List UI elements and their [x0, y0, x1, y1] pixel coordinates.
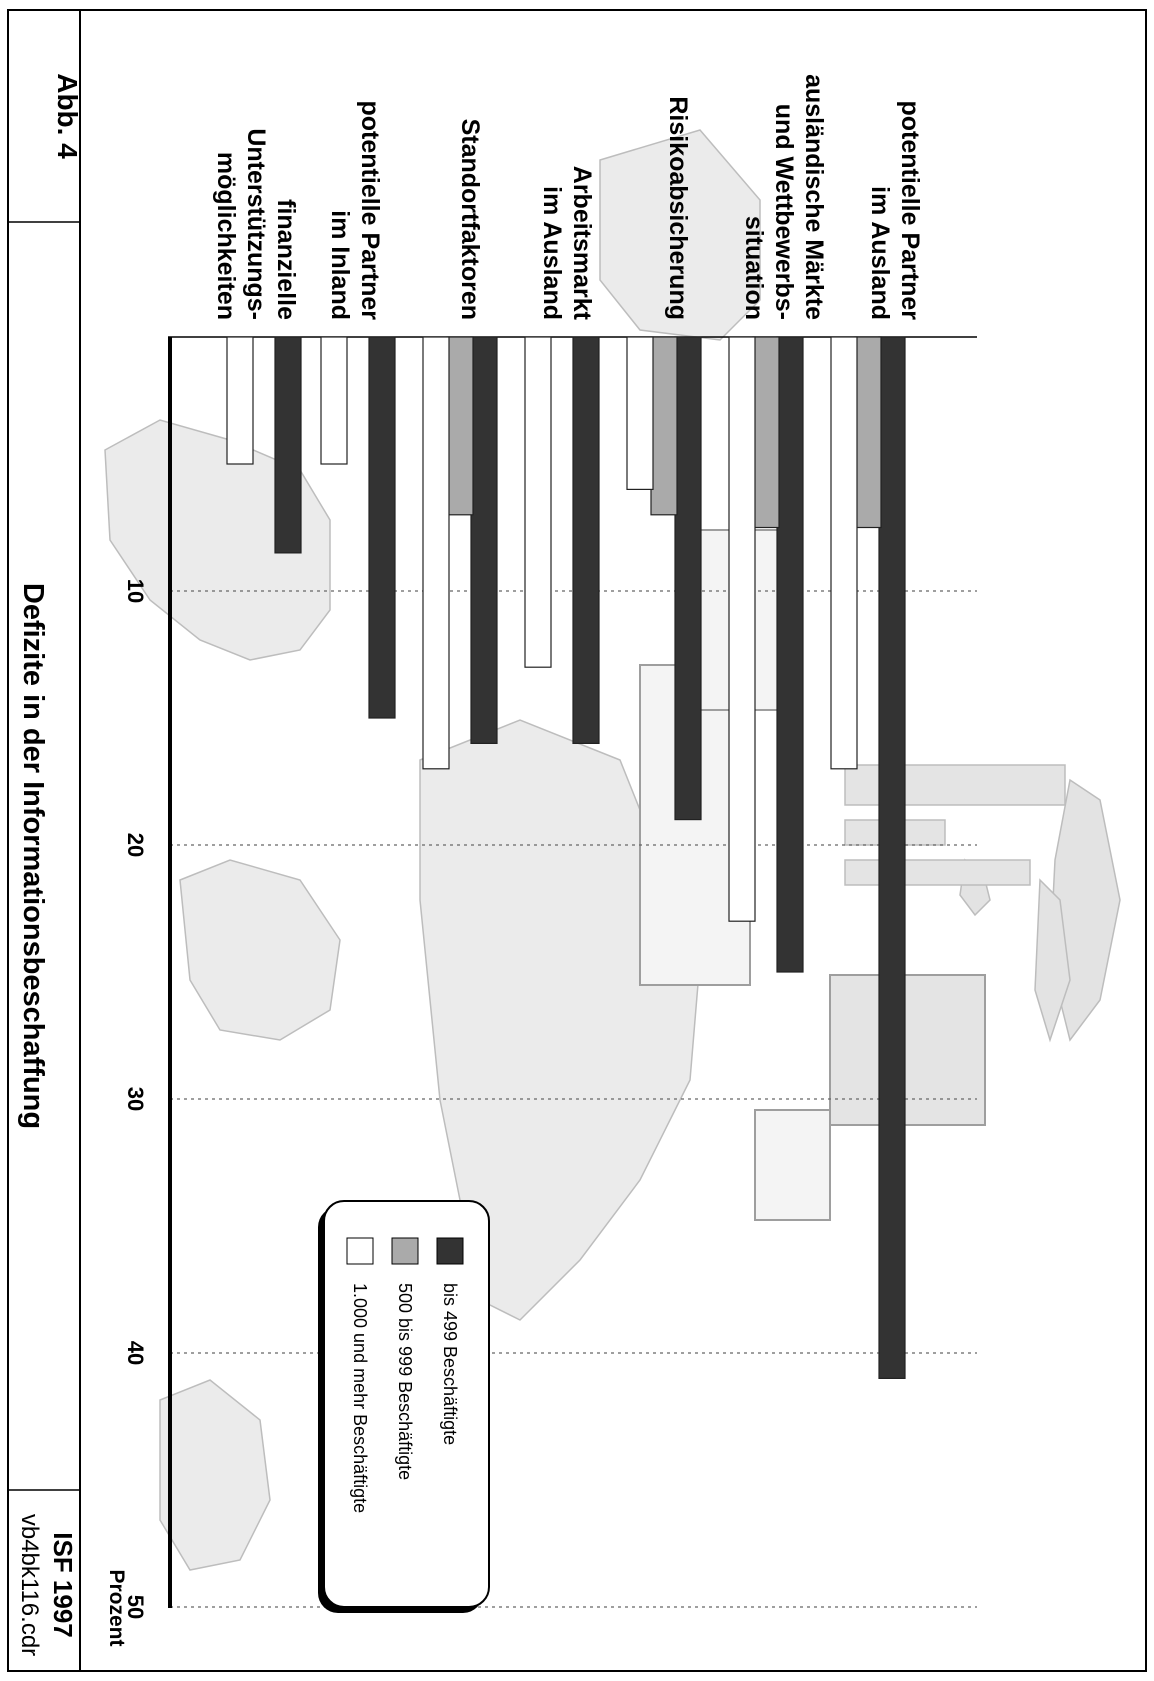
bar-small: [776, 336, 804, 973]
bar-large: [320, 336, 348, 465]
bar-large: [226, 336, 254, 465]
tick-label: 10: [123, 579, 148, 603]
category-label-line: möglichkeiten: [212, 152, 240, 320]
bar-small: [368, 336, 396, 719]
bar-large: [830, 336, 858, 770]
legend-swatch-small: [436, 1237, 464, 1265]
page-title: Defizite in der Informationsbeschaffung: [17, 583, 49, 1129]
category-label-line: Arbeitsmarkt: [568, 166, 596, 321]
category-label-line: situation: [740, 216, 768, 320]
category-label-line: ausländische Märkte: [800, 74, 828, 320]
bar-large: [728, 336, 756, 922]
category-label-line: potentielle Partner: [356, 101, 384, 321]
page-frame: [7, 9, 1147, 1672]
figure-label: Abb. 4: [52, 73, 83, 159]
legend-label-small: bis 499 Beschäftigte: [440, 1283, 460, 1445]
bar-medium: [854, 336, 882, 529]
tick-labels: 10 20 30 40 50: [123, 579, 148, 1619]
legend-box: [323, 1200, 490, 1608]
legend-label-medium: 500 bis 999 Beschäftigte: [395, 1283, 415, 1480]
legend: bis 499 Beschäftigte 500 bis 999 Beschäf…: [318, 1200, 490, 1613]
category-label-line: Unterstützungs-: [242, 128, 270, 320]
category-label-line: und Wettbewerbs-: [770, 104, 798, 320]
bar-medium: [650, 336, 678, 516]
category-label: Standortfaktoren: [456, 119, 484, 320]
category-label-line: Risikoabsicherung: [664, 96, 692, 320]
org-year: ISF 1997: [48, 1532, 78, 1638]
tick-label: 50: [123, 1595, 148, 1619]
tick-label: 40: [123, 1341, 148, 1365]
tick-label: 20: [123, 833, 148, 857]
category-label-line: im Ausland: [538, 186, 566, 320]
bar-large: [422, 336, 450, 770]
bar-large: [626, 336, 654, 490]
file-name: vb4bk116.cdr: [16, 1514, 43, 1656]
bar-small: [572, 336, 600, 744]
bar-medium: [752, 336, 780, 529]
category-label-line: potentielle Partner: [896, 101, 924, 321]
legend-label-large: 1.000 und mehr Beschäftigte: [350, 1283, 370, 1513]
background-map-illustration: [104, 129, 1121, 1571]
bar-small: [878, 336, 906, 1380]
bars: [226, 336, 906, 1380]
bar-small: [274, 336, 302, 554]
x-axis-label: Prozent: [105, 1569, 128, 1646]
category-label-line: Standortfaktoren: [456, 119, 484, 320]
bar-small: [470, 336, 498, 744]
bar-large: [524, 336, 552, 668]
category-label: Risikoabsicherung: [664, 96, 692, 320]
bar-small: [674, 336, 702, 821]
legend-swatch-large: [346, 1237, 374, 1265]
category-label-line: im Inland: [326, 210, 354, 320]
category-label-line: im Ausland: [866, 186, 894, 320]
tick-label: 30: [123, 1087, 148, 1111]
bar-medium: [446, 336, 474, 516]
category-label-line: finanzielle: [272, 199, 300, 320]
legend-swatch-medium: [391, 1237, 419, 1265]
